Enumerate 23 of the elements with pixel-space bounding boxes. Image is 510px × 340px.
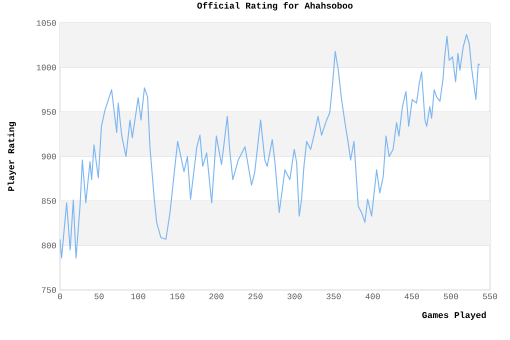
x-tick-label: 450	[404, 294, 419, 300]
y-axis-title: Player Rating	[8, 122, 16, 191]
x-tick-label: 150	[170, 294, 184, 300]
y-tick-label: 850	[42, 198, 56, 204]
x-tick-label: 0	[58, 294, 62, 300]
x-tick-label: 100	[131, 294, 146, 300]
line-series	[59, 34, 480, 259]
y-tick-label: 1000	[36, 64, 56, 70]
chart-title: Official Rating for Ahahsoboo	[197, 2, 353, 11]
x-tick-label: 400	[366, 294, 380, 300]
x-tick-label: 200	[209, 294, 224, 300]
x-tick-label: 250	[248, 294, 263, 300]
x-tick-label: 300	[287, 294, 302, 300]
x-tick-label: 50	[94, 294, 104, 300]
y-tick-label: 1050	[36, 20, 56, 26]
x-tick-label: 350	[326, 294, 341, 300]
y-tick-label: 950	[42, 109, 56, 115]
x-axis-title: Games Played	[422, 312, 486, 320]
y-tick-label: 750	[42, 287, 56, 293]
y-tick-label: 900	[42, 154, 56, 160]
x-tick-label: 550	[482, 294, 498, 300]
y-tick-label: 800	[42, 242, 56, 248]
x-tick-label: 500	[444, 294, 458, 300]
